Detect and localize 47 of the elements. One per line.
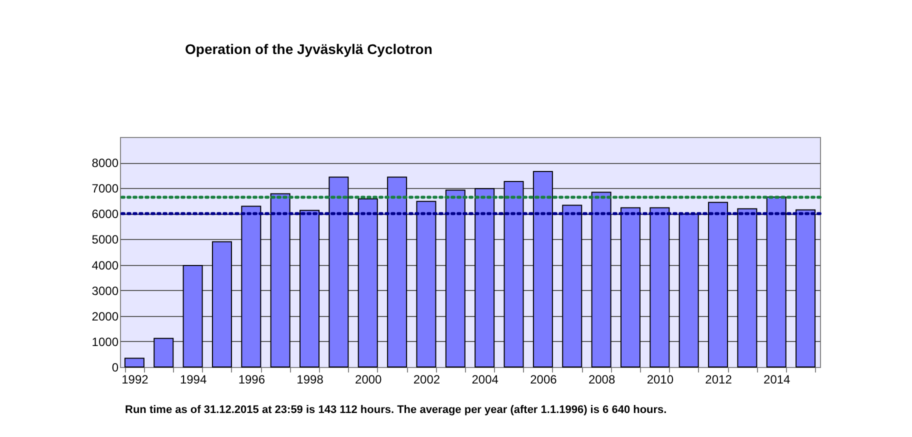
y-tick-label: 6000 — [92, 207, 119, 222]
x-tick-label: 2006 — [530, 372, 558, 386]
bar — [387, 176, 408, 368]
x-tick-label: 2004 — [472, 372, 499, 386]
x-tick-label: 2012 — [705, 372, 732, 386]
bar — [241, 206, 262, 368]
bar — [591, 192, 612, 368]
bar — [766, 196, 786, 368]
y-tick-label: 8000 — [92, 156, 119, 170]
y-tick-label: 5000 — [92, 232, 119, 247]
x-tick-label: 1992 — [122, 372, 149, 386]
bar — [650, 207, 670, 368]
bar — [708, 202, 728, 368]
bar — [474, 188, 495, 368]
y-tick-label: 3000 — [92, 284, 119, 298]
x-tick-label: 1994 — [180, 372, 207, 386]
bar — [796, 209, 816, 368]
bar — [154, 338, 174, 368]
bar — [737, 208, 758, 368]
bar — [532, 171, 553, 368]
bar — [678, 214, 699, 368]
y-tick-label: 1000 — [92, 334, 119, 349]
y-tick-label: 2000 — [92, 309, 119, 324]
x-tick-label: 2010 — [646, 372, 674, 386]
bar — [620, 207, 640, 368]
bar — [416, 200, 436, 368]
y-tick-label: 4000 — [92, 258, 119, 272]
y-tick-label: 0 — [112, 360, 119, 374]
bar — [562, 204, 582, 368]
bar — [504, 180, 524, 368]
bar — [358, 198, 378, 368]
x-tick-label: 1998 — [296, 372, 324, 386]
x-tick-label: 2002 — [413, 372, 440, 386]
bar — [182, 265, 203, 368]
x-tick-label: 1996 — [238, 372, 266, 386]
x-tick-label: 2000 — [355, 372, 382, 386]
bar — [300, 210, 320, 368]
x-tick-label: 2008 — [588, 372, 616, 386]
x-tick-label: 2014 — [764, 372, 791, 386]
bar — [328, 176, 349, 368]
bar — [445, 190, 466, 368]
bar — [124, 358, 144, 368]
bar — [212, 241, 232, 368]
text: Run time as of 31.12.2015 at 23:59 is 143 112 hours. The average per year (after 1.1.1996) is 6 640 hours. — [125, 404, 667, 416]
chart-title: Operation of the Jyväskylä Cyclotron — [185, 41, 432, 57]
y-tick-label: 7000 — [92, 182, 119, 196]
bar — [270, 193, 290, 368]
